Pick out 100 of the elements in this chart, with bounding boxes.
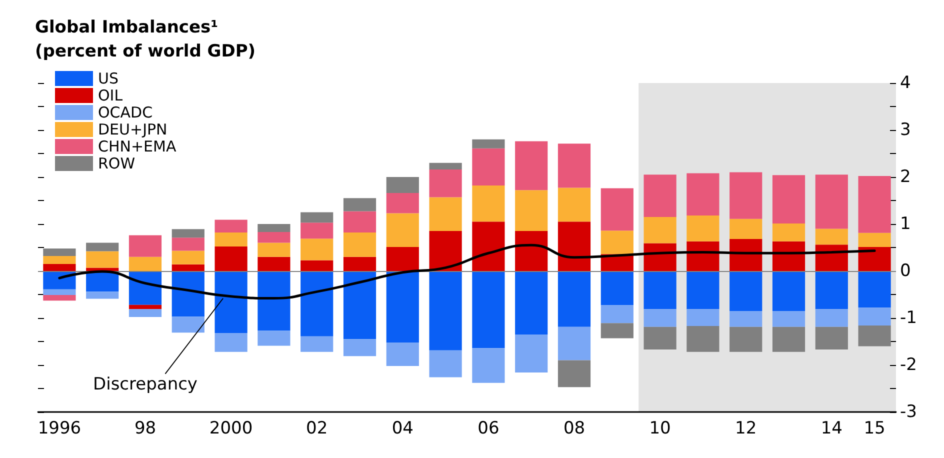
bar xyxy=(815,174,848,229)
y-tick-label: 1 xyxy=(900,214,911,234)
bar xyxy=(86,242,119,252)
bar xyxy=(172,229,204,238)
x-tick-label: 98 xyxy=(134,418,156,438)
bar xyxy=(214,232,248,247)
bar xyxy=(772,175,806,224)
bar xyxy=(772,271,806,311)
bar xyxy=(343,339,376,356)
bar xyxy=(558,271,591,327)
bar xyxy=(600,271,634,306)
bar xyxy=(686,216,720,242)
bar xyxy=(772,326,806,352)
bar xyxy=(558,326,591,360)
bar xyxy=(472,348,505,383)
bar xyxy=(772,224,806,242)
legend-label: CHN+EMA xyxy=(98,138,177,156)
bar xyxy=(429,162,462,170)
bar xyxy=(429,197,462,232)
bar xyxy=(429,231,462,271)
bar xyxy=(258,271,290,331)
chart-title: Global Imbalances¹ xyxy=(35,18,218,38)
bar xyxy=(858,232,891,248)
y-tick-label: 4 xyxy=(900,73,911,93)
y-tick-label: 2 xyxy=(900,167,911,187)
bar xyxy=(858,247,891,271)
bar xyxy=(644,309,676,327)
x-tick-label: 10 xyxy=(649,418,671,438)
bar xyxy=(43,289,76,295)
bar xyxy=(258,224,290,232)
chart-subtitle: (percent of world GDP) xyxy=(35,42,256,62)
bar xyxy=(43,294,76,301)
bar xyxy=(815,228,848,245)
bar xyxy=(858,271,891,308)
bar xyxy=(644,271,676,310)
bar xyxy=(772,241,806,271)
bar xyxy=(429,169,462,198)
bar xyxy=(600,230,634,254)
bar xyxy=(343,256,376,271)
bar xyxy=(300,336,334,352)
y-tick-label: 3 xyxy=(900,120,911,140)
bar xyxy=(172,238,204,251)
legend-label: ROW xyxy=(98,154,136,172)
bar xyxy=(515,141,548,190)
legend-label: DEU+JPN xyxy=(98,120,168,138)
bar xyxy=(86,251,119,268)
bar xyxy=(472,148,505,186)
bar xyxy=(515,334,548,373)
bar xyxy=(815,271,848,310)
x-tick-label: 15 xyxy=(864,418,886,438)
bar xyxy=(644,326,676,350)
bar xyxy=(600,188,634,231)
legend-label: US xyxy=(98,70,119,88)
bar xyxy=(815,326,848,350)
bar xyxy=(515,271,548,334)
bar xyxy=(128,309,162,318)
bar xyxy=(644,174,676,217)
bar xyxy=(214,220,248,232)
bar xyxy=(343,232,376,257)
bar xyxy=(214,333,248,352)
bar xyxy=(43,256,76,264)
bar xyxy=(258,256,290,271)
bar xyxy=(644,243,676,271)
bar xyxy=(600,323,634,338)
x-tick-label: 1996 xyxy=(38,418,82,438)
bar xyxy=(43,264,76,271)
bar xyxy=(258,242,290,257)
bar xyxy=(472,222,505,271)
bar xyxy=(86,292,119,299)
bar xyxy=(730,271,762,311)
bar xyxy=(300,260,334,271)
bar xyxy=(172,250,204,264)
bar xyxy=(300,271,334,336)
bar xyxy=(429,271,462,350)
x-tick-label: 12 xyxy=(735,418,757,438)
bar xyxy=(686,241,720,271)
bar xyxy=(686,309,720,326)
bar xyxy=(172,264,204,271)
bar xyxy=(386,177,419,193)
bar xyxy=(386,192,419,214)
bar xyxy=(772,310,806,327)
bar xyxy=(214,246,248,271)
bar xyxy=(686,173,720,216)
bar xyxy=(472,185,505,222)
bar xyxy=(686,326,720,352)
bar xyxy=(644,216,676,244)
text: Discrepancy xyxy=(93,374,198,394)
bar xyxy=(128,235,162,257)
x-tick-label: 06 xyxy=(478,418,500,438)
bar xyxy=(558,360,591,388)
bar xyxy=(386,342,419,366)
bar xyxy=(429,350,462,378)
x-tick-label: 04 xyxy=(392,418,414,438)
bar xyxy=(343,198,376,212)
bar xyxy=(472,271,505,348)
bar xyxy=(172,271,204,317)
bar xyxy=(300,222,334,239)
y-tick-label: -3 xyxy=(900,402,917,422)
bar xyxy=(128,256,162,271)
bar xyxy=(858,326,891,346)
